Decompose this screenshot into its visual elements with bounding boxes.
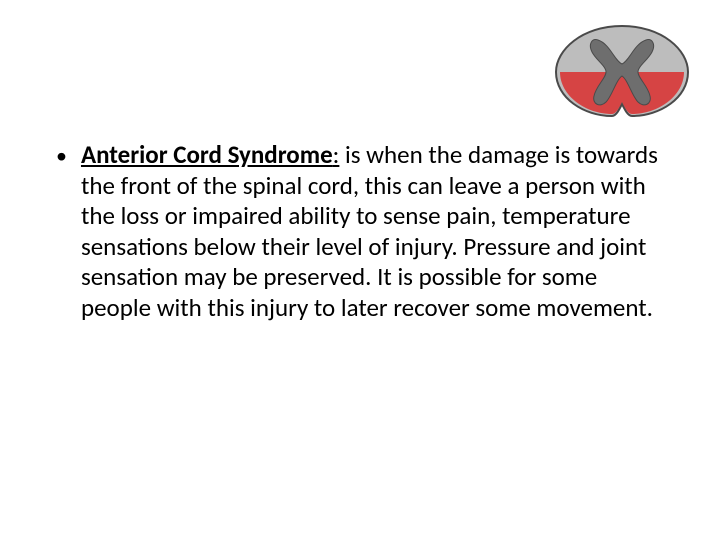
slide: • Anterior Cord Syndrome: is when the da… [0,0,720,540]
syndrome-term: Anterior Cord Syndrome [81,139,333,170]
cord-cross-section-icon [552,20,692,120]
spinal-cord-diagram [552,20,692,120]
bullet-text: Anterior Cord Syndrome: is when the dama… [81,140,660,323]
bullet-marker: • [56,140,67,172]
body-content: • Anterior Cord Syndrome: is when the da… [50,140,660,323]
bullet-item: • Anterior Cord Syndrome: is when the da… [50,140,660,323]
